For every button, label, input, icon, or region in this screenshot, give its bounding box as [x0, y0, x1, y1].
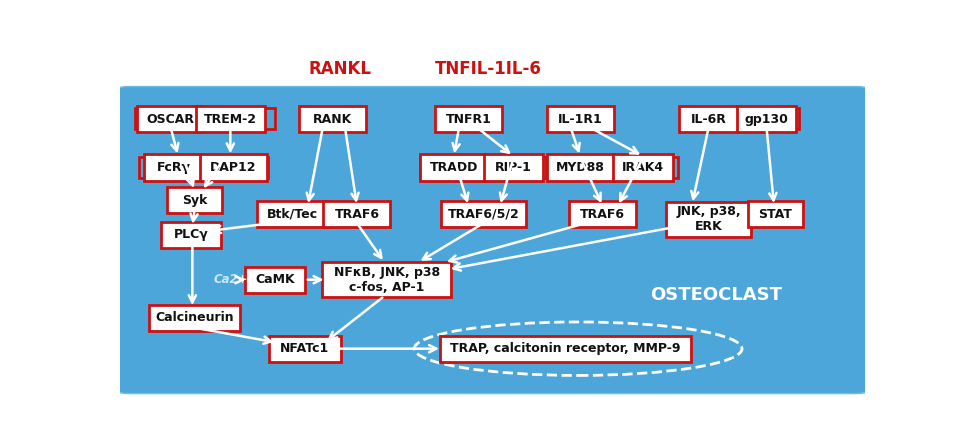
FancyBboxPatch shape — [167, 187, 222, 214]
FancyBboxPatch shape — [441, 201, 526, 227]
FancyBboxPatch shape — [196, 106, 265, 133]
Text: OSTEOCLAST: OSTEOCLAST — [650, 286, 782, 304]
FancyBboxPatch shape — [149, 305, 240, 331]
Text: NFκB, JNK, p38
c-fos, AP-1: NFκB, JNK, p38 c-fos, AP-1 — [333, 266, 440, 294]
Text: TRADD: TRADD — [430, 161, 478, 174]
Text: gp130: gp130 — [745, 113, 789, 126]
FancyBboxPatch shape — [569, 201, 636, 227]
FancyBboxPatch shape — [435, 106, 503, 133]
FancyBboxPatch shape — [161, 222, 221, 248]
FancyBboxPatch shape — [144, 155, 204, 181]
FancyBboxPatch shape — [420, 155, 487, 181]
Text: NFATc1: NFATc1 — [281, 342, 330, 355]
Text: RIP-1: RIP-1 — [495, 161, 531, 174]
FancyBboxPatch shape — [245, 267, 305, 293]
Text: TNFIL-1IL-6: TNFIL-1IL-6 — [435, 60, 542, 78]
FancyBboxPatch shape — [678, 106, 738, 133]
Text: JNK, p38,
ERK: JNK, p38, ERK — [677, 205, 741, 233]
FancyBboxPatch shape — [299, 106, 366, 133]
FancyBboxPatch shape — [737, 106, 797, 133]
Text: PLCγ: PLCγ — [174, 228, 209, 241]
Text: IL-1R1: IL-1R1 — [558, 113, 603, 126]
Text: Calcineurin: Calcineurin — [156, 311, 234, 324]
Text: OSCAR: OSCAR — [147, 113, 195, 126]
FancyBboxPatch shape — [547, 106, 614, 133]
Text: CaMK: CaMK — [256, 273, 295, 286]
Text: STAT: STAT — [758, 208, 793, 221]
Text: Syk: Syk — [182, 194, 208, 207]
FancyBboxPatch shape — [111, 86, 875, 393]
Text: IRAK4: IRAK4 — [622, 161, 664, 174]
Text: DAP12: DAP12 — [210, 161, 257, 174]
FancyBboxPatch shape — [483, 155, 543, 181]
Text: IL-6R: IL-6R — [691, 113, 727, 126]
Text: TRAF6: TRAF6 — [334, 208, 380, 221]
Text: RANKL: RANKL — [308, 60, 371, 78]
Text: TRAF6: TRAF6 — [580, 208, 626, 221]
FancyBboxPatch shape — [322, 262, 451, 297]
FancyBboxPatch shape — [200, 155, 267, 181]
FancyBboxPatch shape — [324, 201, 390, 227]
Text: TREM-2: TREM-2 — [204, 113, 257, 126]
FancyBboxPatch shape — [749, 201, 802, 227]
FancyBboxPatch shape — [439, 336, 691, 362]
FancyBboxPatch shape — [137, 106, 205, 133]
Text: RANK: RANK — [312, 113, 352, 126]
FancyBboxPatch shape — [613, 155, 673, 181]
Text: FcRγ: FcRγ — [157, 161, 190, 174]
FancyBboxPatch shape — [666, 202, 751, 237]
FancyBboxPatch shape — [547, 155, 614, 181]
Text: MYD88: MYD88 — [556, 161, 604, 174]
Text: TNFR1: TNFR1 — [446, 113, 492, 126]
Text: Btk/Tec: Btk/Tec — [267, 208, 318, 221]
FancyBboxPatch shape — [258, 201, 329, 227]
Text: TRAP, calcitonin receptor, MMP-9: TRAP, calcitonin receptor, MMP-9 — [451, 342, 680, 355]
FancyBboxPatch shape — [269, 336, 340, 362]
Text: Ca2+: Ca2+ — [213, 273, 248, 286]
Text: TRAF6/5/2: TRAF6/5/2 — [448, 208, 520, 221]
